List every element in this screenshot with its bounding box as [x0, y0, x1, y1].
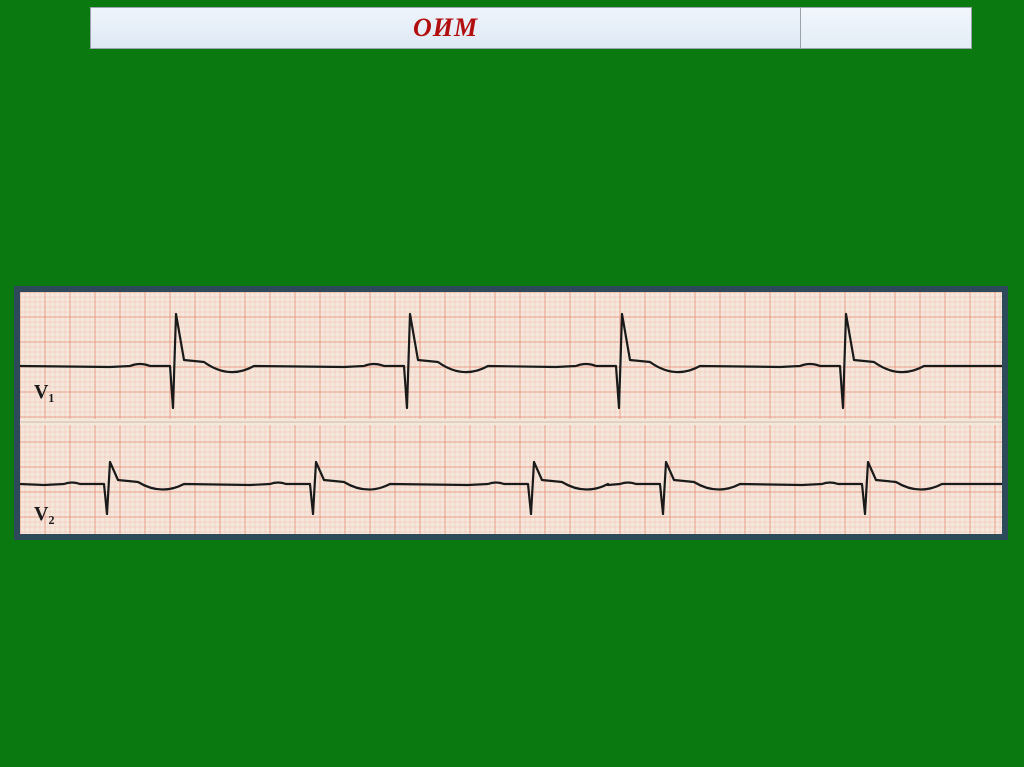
ecg-chart: V₁ V₂: [14, 286, 1008, 540]
svg-text:V₁: V₁: [34, 381, 54, 403]
slide: ОИМ V₁ V₂: [0, 0, 1024, 767]
slide-title: ОИМ: [91, 8, 801, 48]
title-side-cell: [801, 8, 971, 48]
svg-text:V₂: V₂: [34, 503, 54, 525]
ecg-svg: V₁ V₂: [20, 292, 1002, 534]
title-bar: ОИМ: [90, 7, 972, 49]
